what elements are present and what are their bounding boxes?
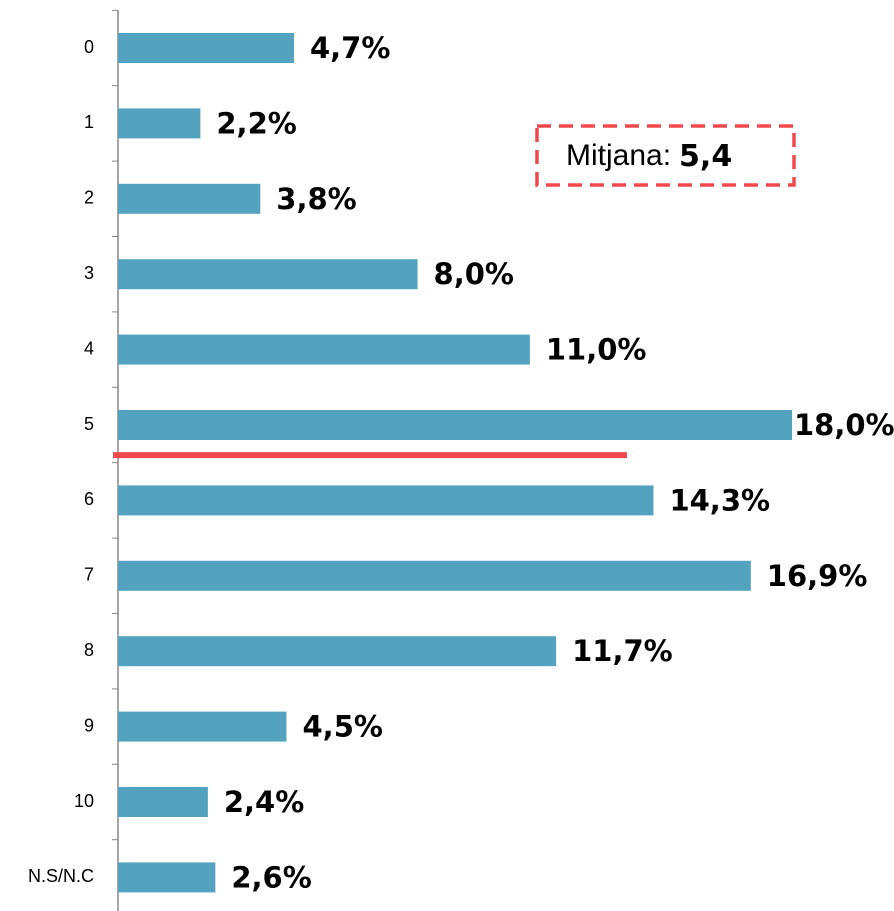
value-label: 3,8% xyxy=(276,182,356,216)
bar xyxy=(118,334,530,365)
bar xyxy=(118,636,557,667)
mean-label: Mitjana: xyxy=(566,139,671,172)
y-tick-label: N.S/N.C xyxy=(28,866,94,886)
y-tick-label: 10 xyxy=(74,791,94,811)
bar xyxy=(118,259,418,290)
bar xyxy=(118,560,751,591)
bar xyxy=(118,183,261,214)
value-label: 8,0% xyxy=(434,257,514,291)
y-tick-label: 9 xyxy=(84,715,94,735)
value-label: 16,9% xyxy=(767,559,868,593)
value-label: 11,7% xyxy=(572,634,673,668)
bar xyxy=(118,485,654,516)
mean-box xyxy=(535,124,796,187)
y-tick-label: 8 xyxy=(84,640,94,660)
mean-value: 5,4 xyxy=(679,139,732,174)
y-tick-label: 6 xyxy=(84,489,94,509)
bar xyxy=(118,862,216,893)
value-label: 14,3% xyxy=(669,483,770,517)
value-label: 11,0% xyxy=(546,333,647,367)
value-label: 2,6% xyxy=(231,860,311,894)
value-label: 4,5% xyxy=(303,710,383,744)
y-tick-label: 0 xyxy=(84,37,94,57)
value-label: 2,2% xyxy=(216,106,296,140)
y-tick-label: 4 xyxy=(84,338,94,358)
mean-annotation: Mitjana: 5,4 xyxy=(566,139,732,174)
y-tick-label: 3 xyxy=(84,263,94,283)
value-label: 18,0% xyxy=(794,408,894,442)
y-tick-label: 7 xyxy=(84,565,94,585)
bar xyxy=(118,787,208,817)
y-tick-label: 5 xyxy=(84,414,94,434)
value-label: 4,7% xyxy=(310,31,390,65)
y-tick-label: 2 xyxy=(84,188,94,208)
bar xyxy=(118,33,294,63)
bar xyxy=(118,711,287,742)
bar xyxy=(118,108,201,139)
bar xyxy=(118,410,792,440)
y-tick-label: 1 xyxy=(84,112,94,132)
value-label: 2,4% xyxy=(224,785,304,819)
